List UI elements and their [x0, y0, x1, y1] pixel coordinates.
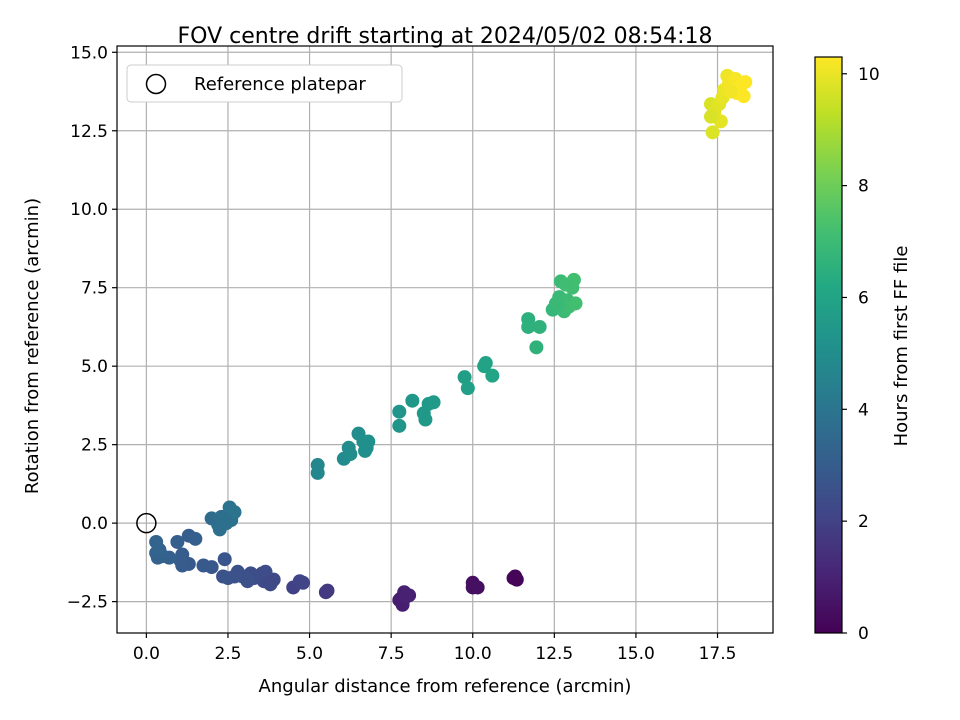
data-point	[705, 125, 720, 140]
data-point	[485, 368, 500, 383]
data-point	[265, 574, 280, 589]
scatter-points	[149, 68, 753, 612]
data-point	[188, 531, 203, 546]
data-point	[558, 277, 573, 292]
data-point	[296, 575, 311, 590]
y-tick-label: 15.0	[70, 43, 108, 63]
colorbar-tick-label: 10	[858, 65, 880, 85]
x-tick-label: 0.0	[133, 644, 160, 664]
data-point	[170, 534, 185, 549]
data-point	[532, 319, 547, 334]
data-point	[506, 571, 521, 586]
y-tick-label: 7.5	[81, 279, 108, 299]
colorbar-label: Hours from first FF file	[891, 246, 912, 447]
data-point	[216, 569, 231, 584]
data-point	[398, 589, 413, 604]
x-tick-label: 12.5	[535, 644, 573, 664]
legend-label: Reference platepar	[194, 74, 366, 95]
data-point	[217, 552, 232, 567]
data-point	[521, 319, 536, 334]
colorbar: 0 2 4 6 8 10 Hours from first FF file	[814, 56, 912, 644]
data-point	[550, 297, 565, 312]
y-tick-label: 0.0	[81, 514, 108, 534]
legend: Reference platepar	[126, 64, 403, 103]
x-tick-label: 5.0	[296, 644, 323, 664]
data-point	[149, 534, 164, 549]
data-point	[460, 381, 475, 396]
colorbar-tick-label: 2	[858, 512, 869, 532]
data-point	[470, 580, 485, 595]
data-point	[723, 84, 738, 99]
data-point	[457, 370, 472, 385]
data-point	[320, 583, 335, 598]
x-tick-label: 10.0	[454, 644, 492, 664]
x-tick-label: 2.5	[214, 644, 241, 664]
colorbar-tick-label: 0	[858, 624, 869, 644]
data-point	[392, 404, 407, 419]
data-point	[418, 412, 433, 427]
data-point	[358, 443, 373, 458]
data-point	[392, 418, 407, 433]
y-tick-label: −2.5	[67, 593, 108, 613]
data-point	[196, 558, 211, 573]
y-tick-label: 2.5	[81, 436, 108, 456]
colorbar-gradient	[814, 56, 843, 634]
y-axis-ticks: −2.5 0.0 2.5 5.0 7.5 10.0 12.5 15.0	[67, 43, 117, 613]
data-point	[217, 511, 232, 526]
data-point	[736, 89, 751, 104]
data-point	[478, 356, 493, 371]
data-point	[568, 296, 583, 311]
y-tick-label: 5.0	[81, 357, 108, 377]
reference-point	[136, 512, 157, 534]
y-axis-label: Rotation from reference (arcmin)	[22, 198, 43, 494]
x-axis-label: Angular distance from reference (arcmin)	[259, 676, 632, 697]
data-point	[343, 447, 358, 462]
data-point	[529, 340, 544, 355]
colorbar-ticks: 0 2 4 6 8 10	[842, 65, 880, 644]
data-point	[738, 75, 753, 90]
reference-marker	[136, 512, 157, 534]
x-tick-label: 15.0	[617, 644, 655, 664]
x-tick-label: 17.5	[699, 644, 737, 664]
grid	[117, 46, 773, 633]
legend-marker	[145, 73, 167, 95]
colorbar-tick-label: 8	[858, 177, 869, 197]
x-axis-ticks: 0.0 2.5 5.0 7.5 10.0 12.5 15.0 17.5	[133, 633, 737, 664]
legend-box	[126, 64, 403, 103]
y-tick-label: 12.5	[70, 122, 108, 142]
data-point	[405, 393, 420, 408]
data-point	[703, 109, 718, 124]
plot-frame	[116, 45, 774, 634]
colorbar-tick-label: 4	[858, 400, 869, 420]
chart-title: FOV centre drift starting at 2024/05/02 …	[178, 24, 713, 49]
y-tick-label: 10.0	[70, 200, 108, 220]
colorbar-tick-label: 6	[858, 288, 869, 308]
x-tick-label: 7.5	[378, 644, 405, 664]
data-point	[310, 465, 325, 480]
data-point	[173, 553, 188, 568]
data-point	[426, 395, 441, 410]
